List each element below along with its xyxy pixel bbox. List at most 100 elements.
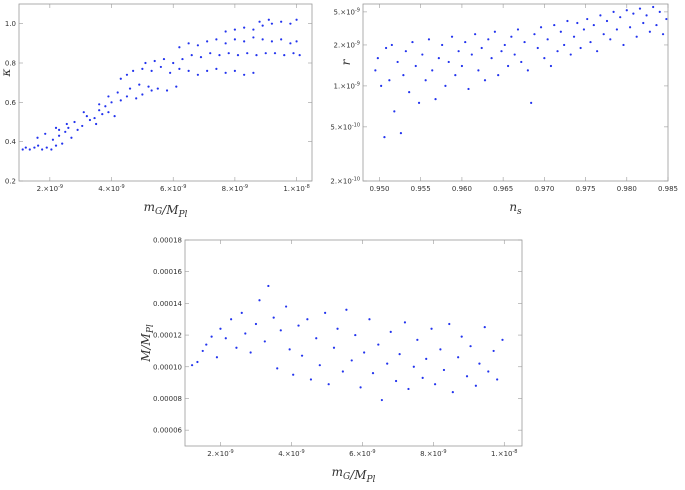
data-point xyxy=(243,40,246,43)
data-point xyxy=(500,50,503,53)
data-point xyxy=(380,398,383,402)
data-point xyxy=(28,148,31,151)
data-point xyxy=(178,46,181,49)
data-point xyxy=(483,79,487,82)
data-point xyxy=(467,87,470,91)
data-point xyxy=(243,73,246,76)
data-point xyxy=(390,43,393,47)
data-point xyxy=(81,124,84,128)
data-point xyxy=(638,7,642,10)
data-point xyxy=(439,348,442,351)
data-point xyxy=(402,74,405,77)
data-point xyxy=(513,53,516,56)
data-point xyxy=(264,52,267,55)
data-point xyxy=(252,71,255,74)
data-point xyxy=(190,54,193,57)
data-point xyxy=(267,284,270,288)
data-point xyxy=(464,40,467,44)
data-point xyxy=(460,335,463,338)
data-point xyxy=(261,24,264,27)
data-point xyxy=(408,91,411,94)
data-point xyxy=(576,21,579,25)
data-point xyxy=(398,352,401,356)
data-point xyxy=(425,357,428,360)
data-point xyxy=(215,38,218,41)
data-point xyxy=(64,130,67,133)
data-point xyxy=(279,329,282,332)
data-point xyxy=(345,308,348,311)
data-point xyxy=(233,69,236,72)
data-point xyxy=(57,128,61,131)
data-point xyxy=(469,345,472,348)
x-tick-label: 1.×10-8 xyxy=(491,449,517,458)
data-point xyxy=(125,95,129,98)
data-point xyxy=(490,57,493,60)
data-point xyxy=(41,148,44,151)
data-point xyxy=(224,337,227,340)
data-point xyxy=(506,64,510,68)
data-point xyxy=(589,40,592,44)
x-tick-label: 0.950 xyxy=(369,185,389,193)
data-point xyxy=(230,318,233,321)
data-point xyxy=(383,136,386,139)
data-point xyxy=(267,18,270,21)
data-point xyxy=(201,349,204,353)
y-tick-label: 0.00006 xyxy=(153,427,182,435)
m-vs-mg-scatter: 2.×10-9 4.×10-9 6.×10-9 8.×10-9 1.×10-8 0.000… xyxy=(139,237,523,485)
data-point xyxy=(434,97,437,101)
data-point xyxy=(285,305,288,308)
data-point xyxy=(661,33,665,36)
data-point xyxy=(563,43,566,47)
data-point xyxy=(396,60,399,64)
data-point xyxy=(444,84,447,88)
data-point xyxy=(283,54,286,57)
data-point xyxy=(85,115,88,118)
data-point xyxy=(559,30,562,33)
data-point xyxy=(492,349,495,353)
x-axis-label: mG/MPl xyxy=(332,465,376,485)
y-axis-label: r xyxy=(339,58,353,65)
data-point xyxy=(421,376,424,379)
y-axis-label: κ xyxy=(0,68,13,77)
x-tick-label: 6.×10-9 xyxy=(349,449,375,458)
data-point xyxy=(327,383,330,386)
data-point xyxy=(388,79,391,82)
data-point xyxy=(199,56,203,59)
data-point xyxy=(447,60,450,64)
data-point xyxy=(187,42,190,45)
data-point xyxy=(612,10,615,13)
x-tick-label: 0.955 xyxy=(411,185,431,193)
data-point xyxy=(478,362,481,365)
x-tick-label: 2.×10-9 xyxy=(207,449,233,458)
data-point xyxy=(306,318,309,321)
y-tick-label: 0.2 xyxy=(5,178,16,186)
data-point xyxy=(292,373,295,376)
data-point xyxy=(648,30,651,33)
data-point xyxy=(93,116,96,120)
x-tick-label: 0.960 xyxy=(452,185,472,193)
data-point xyxy=(404,50,407,53)
data-point xyxy=(206,40,209,43)
data-point xyxy=(210,335,213,338)
data-point xyxy=(141,67,144,70)
data-point xyxy=(24,146,27,149)
data-point xyxy=(460,64,464,68)
data-point xyxy=(465,375,469,378)
data-point xyxy=(427,38,431,41)
data-point xyxy=(592,23,595,27)
plot-frame xyxy=(18,3,313,182)
data-point xyxy=(196,360,199,364)
data-point xyxy=(273,52,277,55)
data-point xyxy=(332,346,336,349)
data-point xyxy=(470,53,473,56)
data-point xyxy=(403,321,407,324)
data-point xyxy=(252,36,255,39)
data-point xyxy=(520,60,523,64)
data-point xyxy=(457,356,460,359)
data-point xyxy=(599,14,602,17)
data-point xyxy=(246,52,249,55)
data-point xyxy=(50,148,53,151)
data-point xyxy=(363,351,366,354)
data-point xyxy=(88,118,92,122)
